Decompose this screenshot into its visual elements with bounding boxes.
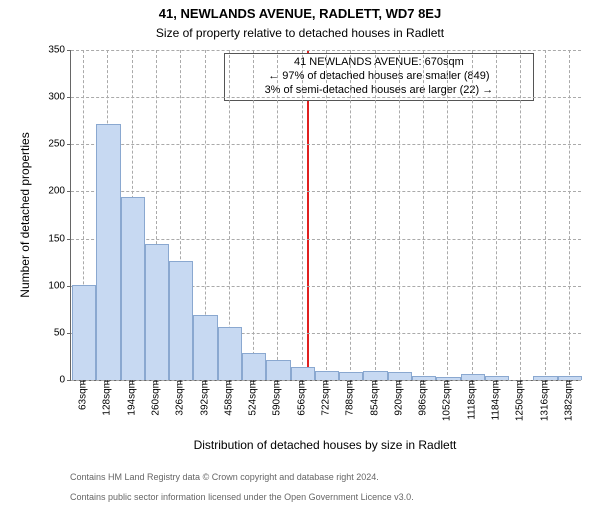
y-tick-label: 0 [59,375,71,386]
x-tick-label: 986sqm [418,380,429,416]
grid-line-v [496,50,497,380]
histogram-bar [388,372,412,380]
y-tick-label: 300 [48,92,71,103]
grid-line-v [375,50,376,380]
histogram-bar [169,261,193,380]
x-tick-label: 656sqm [296,380,307,416]
histogram-bar [193,315,217,380]
y-tick-label: 200 [48,186,71,197]
x-tick-label: 392sqm [199,380,210,416]
y-tick-label: 350 [48,45,71,56]
histogram-bar [315,371,339,380]
histogram-bar [96,124,120,380]
grid-line-v [253,50,254,380]
grid-line-v [569,50,570,380]
x-tick-label: 194sqm [126,380,137,416]
grid-line-v [472,50,473,380]
y-tick-label: 50 [54,327,71,338]
histogram-bar [121,197,145,380]
annotation-line-3: 3% of semi-detached houses are larger (2… [231,84,527,98]
x-tick-label: 63sqm [78,380,89,410]
histogram-bar [363,371,387,380]
histogram-bar [242,353,266,380]
grid-line-v [302,50,303,380]
x-tick-label: 260sqm [151,380,162,416]
x-tick-label: 854sqm [369,380,380,416]
plot-area: 41 NEWLANDS AVENUE: 670sqm ← 97% of deta… [70,50,581,381]
grid-line-v [545,50,546,380]
annotation-line-2: ← 97% of detached houses are smaller (84… [231,70,527,84]
histogram-bar [72,285,96,380]
histogram-bar [145,244,169,380]
x-tick-label: 326sqm [175,380,186,416]
grid-line-v [399,50,400,380]
x-tick-label: 920sqm [393,380,404,416]
grid-line-v [423,50,424,380]
x-tick-label: 1382sqm [563,380,574,421]
histogram-bar [291,367,315,380]
x-tick-label: 458sqm [223,380,234,416]
grid-line-v [350,50,351,380]
annotation-box: 41 NEWLANDS AVENUE: 670sqm ← 97% of deta… [224,53,534,100]
x-tick-label: 1316sqm [539,380,550,421]
y-axis-label: Number of detached properties [18,132,32,297]
grid-line-v [447,50,448,380]
x-tick-label: 722sqm [321,380,332,416]
grid-line-v [277,50,278,380]
y-tick-label: 150 [48,233,71,244]
chart-title: 41, NEWLANDS AVENUE, RADLETT, WD7 8EJ [0,6,600,21]
x-tick-label: 524sqm [248,380,259,416]
x-axis-label: Distribution of detached houses by size … [70,438,580,452]
annotation-line-1: 41 NEWLANDS AVENUE: 670sqm [231,56,527,70]
x-tick-label: 1184sqm [491,380,502,420]
grid-line-v [326,50,327,380]
footer-line-2: Contains public sector information licen… [70,492,414,502]
x-tick-label: 1118sqm [466,380,477,420]
x-tick-label: 788sqm [345,380,356,416]
footer-credits: Contains HM Land Registry data © Crown c… [70,462,414,512]
chart-container: { "chart": { "type": "histogram", "title… [0,0,600,500]
footer-line-1: Contains HM Land Registry data © Crown c… [70,472,414,482]
y-tick-label: 250 [48,139,71,150]
histogram-bar [218,327,242,380]
histogram-bar [266,360,290,380]
x-tick-label: 128sqm [102,380,113,416]
x-tick-label: 590sqm [272,380,283,416]
y-tick-label: 100 [48,280,71,291]
x-tick-label: 1250sqm [515,380,526,421]
grid-line-v [520,50,521,380]
histogram-bar [339,372,363,380]
x-tick-label: 1052sqm [442,380,453,421]
chart-subtitle: Size of property relative to detached ho… [0,26,600,40]
